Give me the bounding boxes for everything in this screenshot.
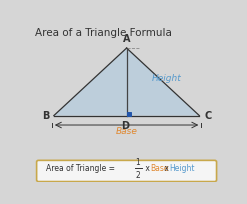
Text: D: D (121, 121, 129, 131)
Polygon shape (54, 48, 199, 116)
Text: Area of a Triangle Formula: Area of a Triangle Formula (35, 28, 172, 38)
Text: B: B (42, 111, 49, 121)
Text: Height: Height (151, 74, 181, 83)
Text: Area of Triangle =: Area of Triangle = (46, 164, 118, 173)
Text: Base: Base (150, 164, 169, 173)
Text: Height: Height (170, 164, 195, 173)
Bar (126, 112, 131, 116)
Text: 1: 1 (136, 158, 141, 167)
Text: x: x (162, 164, 171, 173)
FancyBboxPatch shape (37, 160, 217, 182)
Text: A: A (123, 34, 130, 44)
Text: Base: Base (116, 126, 138, 136)
Text: x: x (143, 164, 152, 173)
Text: C: C (204, 111, 211, 121)
Text: 2: 2 (136, 171, 141, 180)
